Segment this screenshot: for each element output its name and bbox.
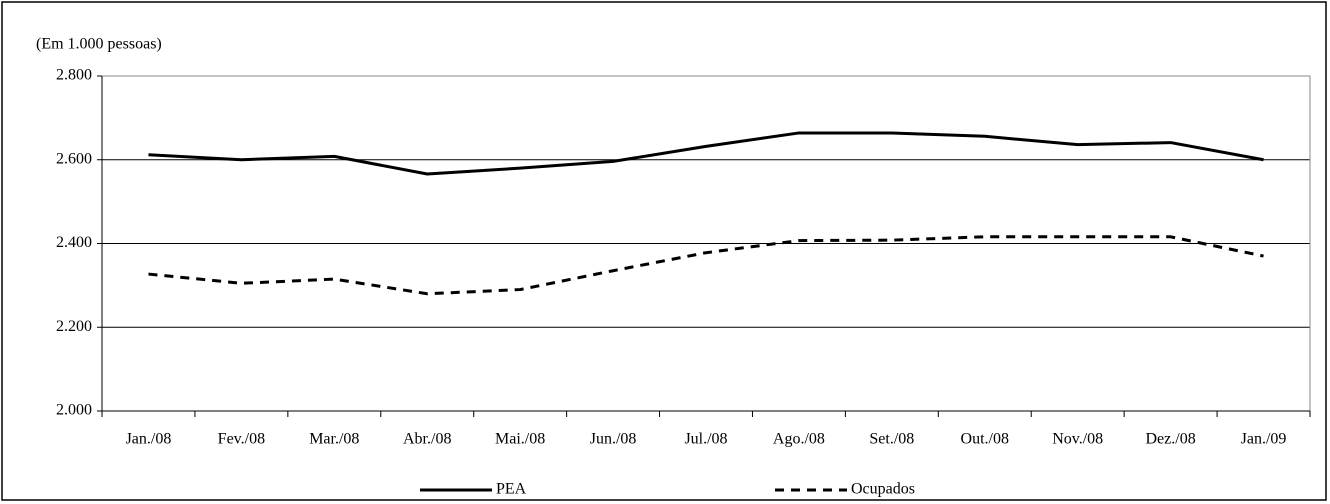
x-tick-label: Jul./08 [684,431,727,448]
x-tick-label: Mai./08 [495,431,545,448]
x-tick-label: Abr./08 [403,431,451,448]
y-tick-label: 2.200 [56,318,92,335]
x-tick-label: Nov./08 [1052,431,1103,448]
x-tick-label: Jan./09 [1241,431,1287,448]
y-tick-label: 2.600 [56,150,92,167]
y-tick-label: 2.000 [56,402,92,419]
x-tick-label: Set./08 [869,431,914,448]
x-tick-label: Out./08 [961,431,1009,448]
y-axis-label: (Em 1.000 pessoas) [36,36,162,53]
x-tick-label: Ago./08 [773,431,825,448]
x-tick-label: Jan./08 [126,431,172,448]
x-tick-label: Fev./08 [218,431,265,448]
series-line [148,235,1264,296]
x-tick-label: Dez./08 [1146,431,1196,448]
legend-label: Ocupados [851,481,915,498]
y-tick-label: 2.800 [56,67,92,84]
legend-label: PEA [496,481,527,498]
x-tick-label: Jun./08 [590,431,637,448]
y-tick-label: 2.400 [56,234,92,251]
series-line [148,131,1264,176]
x-tick-label: Mar./08 [309,431,359,448]
